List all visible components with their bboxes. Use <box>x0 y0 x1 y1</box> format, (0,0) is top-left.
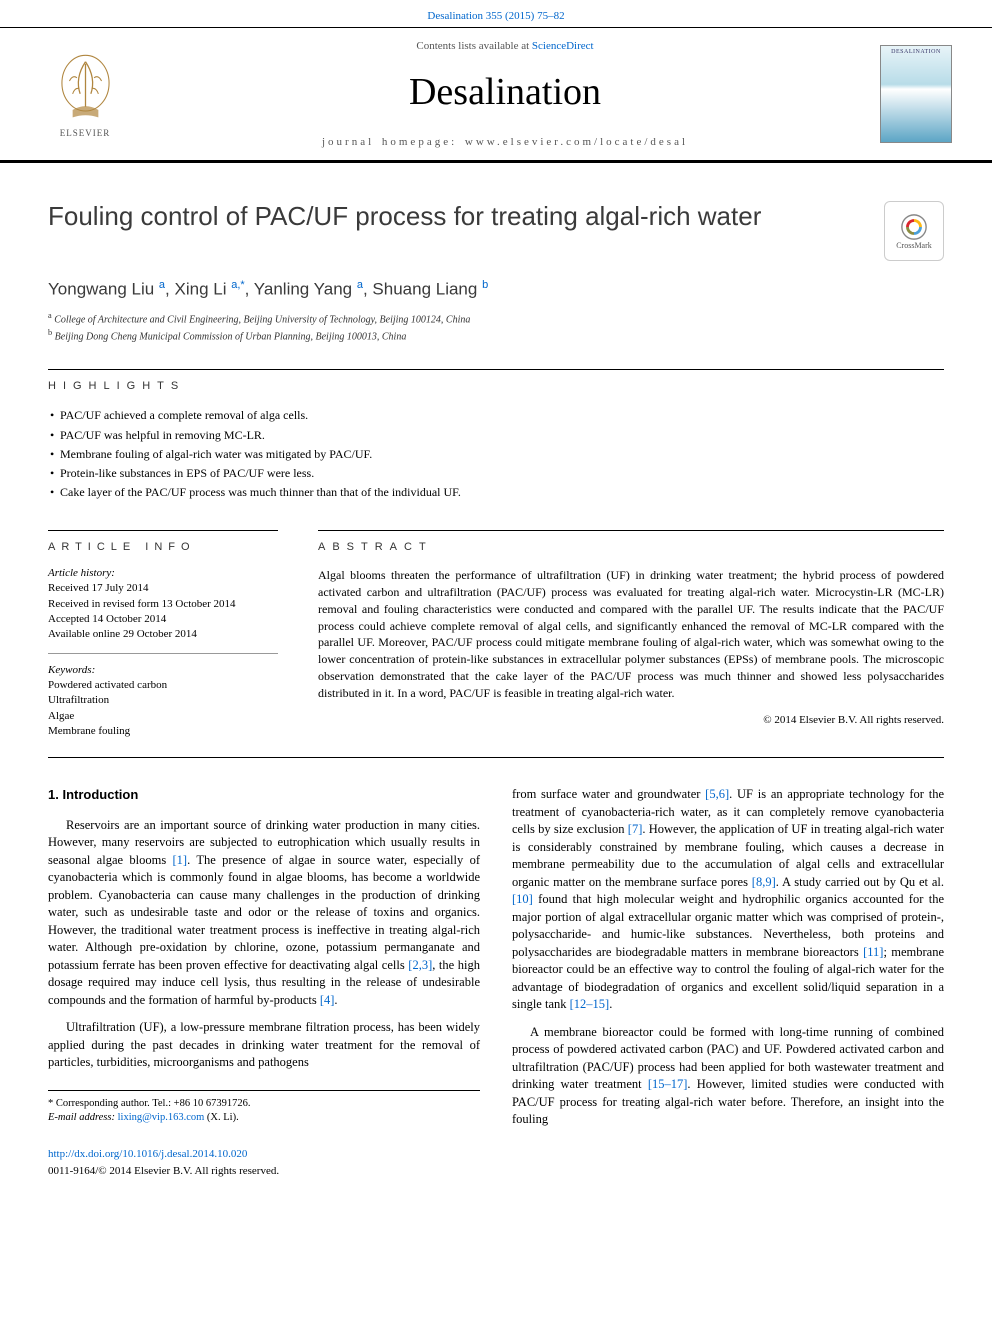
highlight-item: Membrane fouling of algal-rich water was… <box>48 445 944 464</box>
publisher-logo: ELSEVIER <box>40 47 130 142</box>
history-line: Received in revised form 13 October 2014 <box>48 597 278 612</box>
abstract-text: Algal blooms threaten the performance of… <box>318 567 944 701</box>
ref-link[interactable]: [10] <box>512 892 533 906</box>
ref-link[interactable]: [8,9] <box>752 875 776 889</box>
body-paragraph: from surface water and groundwater [5,6]… <box>512 786 944 1014</box>
crossmark-icon <box>900 213 928 241</box>
issn-copyright: 0011-9164/© 2014 Elsevier B.V. All right… <box>48 1165 279 1177</box>
history-line: Available online 29 October 2014 <box>48 627 278 642</box>
highlight-item: PAC/UF was helpful in removing MC-LR. <box>48 426 944 445</box>
highlight-item: Protein-like substances in EPS of PAC/UF… <box>48 464 944 483</box>
keyword: Membrane fouling <box>48 724 278 739</box>
article-body: 1. Introduction Reservoirs are an import… <box>48 786 944 1132</box>
body-text: . A study carried out by Qu et al. <box>776 875 944 889</box>
abstract: abstract Algal blooms threaten the perfo… <box>318 530 944 739</box>
ref-link[interactable]: [11] <box>863 945 883 959</box>
keywords-label: Keywords: <box>48 664 278 676</box>
homepage-url[interactable]: www.elsevier.com/locate/desal <box>465 136 688 148</box>
contents-line: Contents lists available at ScienceDirec… <box>130 40 880 52</box>
keyword: Powdered activated carbon <box>48 678 278 693</box>
affiliation-line: b Beijing Dong Cheng Municipal Commissio… <box>48 327 944 344</box>
header-center: Contents lists available at ScienceDirec… <box>130 40 880 148</box>
body-paragraph: Ultrafiltration (UF), a low-pressure mem… <box>48 1019 480 1072</box>
ref-link[interactable]: [1] <box>173 853 188 867</box>
affiliation-line: a College of Architecture and Civil Engi… <box>48 310 944 327</box>
body-paragraph: Reservoirs are an important source of dr… <box>48 817 480 1010</box>
ref-link[interactable]: [5,6] <box>705 787 729 801</box>
journal-name: Desalination <box>130 70 880 114</box>
doi-link[interactable]: http://dx.doi.org/10.1016/j.desal.2014.1… <box>48 1148 247 1160</box>
journal-citation: Desalination 355 (2015) 75–82 <box>0 0 992 27</box>
journal-citation-link[interactable]: Desalination 355 (2015) 75–82 <box>427 10 564 22</box>
section-heading-introduction: 1. Introduction <box>48 786 480 804</box>
ref-link[interactable]: [7] <box>628 822 643 836</box>
cover-label: DESALINATION <box>891 49 941 55</box>
body-paragraph: A membrane bioreactor could be formed wi… <box>512 1024 944 1129</box>
authors: Yongwang Liu a, Xing Li a,*, Yanling Yan… <box>48 279 944 300</box>
history-label: Article history: <box>48 567 278 579</box>
highlight-item: Cake layer of the PAC/UF process was muc… <box>48 483 944 502</box>
footnote-email-link[interactable]: lixing@vip.163.com <box>118 1112 205 1123</box>
ref-link[interactable]: [15–17] <box>648 1077 688 1091</box>
body-text: Ultrafiltration (UF), a low-pressure mem… <box>48 1020 480 1069</box>
body-text: from surface water and groundwater <box>512 787 705 801</box>
sciencedirect-link[interactable]: ScienceDirect <box>532 40 594 52</box>
history-line: Received 17 July 2014 <box>48 581 278 596</box>
article-title: Fouling control of PAC/UF process for tr… <box>48 201 761 232</box>
body-text: . <box>609 997 612 1011</box>
footnote-corr: * Corresponding author. Tel.: +86 10 673… <box>48 1097 480 1112</box>
keyword: Algae <box>48 709 278 724</box>
article-info: article info Article history: Received 1… <box>48 530 278 739</box>
section-number: 1. <box>48 787 59 802</box>
elsevier-tree-icon <box>53 51 118 126</box>
affiliations: a College of Architecture and Civil Engi… <box>48 310 944 345</box>
journal-cover-thumbnail: DESALINATION <box>880 45 952 143</box>
section-title: Introduction <box>62 787 138 802</box>
article-info-label: article info <box>48 530 278 553</box>
footnote-email-label: E-mail address: <box>48 1112 118 1123</box>
publisher-name: ELSEVIER <box>60 128 111 138</box>
abstract-copyright: © 2014 Elsevier B.V. All rights reserved… <box>318 714 944 726</box>
homepage-line: journal homepage: www.elsevier.com/locat… <box>130 136 880 148</box>
body-text: . The presence of algae in source water,… <box>48 853 480 972</box>
abstract-label: abstract <box>318 530 944 553</box>
homepage-prefix: journal homepage: <box>322 136 465 148</box>
keyword: Ultrafiltration <box>48 693 278 708</box>
highlight-item: PAC/UF achieved a complete removal of al… <box>48 406 944 425</box>
history-line: Accepted 14 October 2014 <box>48 612 278 627</box>
corresponding-author-footnote: * Corresponding author. Tel.: +86 10 673… <box>48 1090 480 1126</box>
journal-header: ELSEVIER Contents lists available at Sci… <box>0 27 992 163</box>
page-footer: http://dx.doi.org/10.1016/j.desal.2014.1… <box>0 1132 992 1199</box>
ref-link[interactable]: [12–15] <box>570 997 610 1011</box>
footnote-email-suffix: (X. Li). <box>204 1112 238 1123</box>
ref-link[interactable]: [4] <box>320 993 335 1007</box>
body-text: . <box>334 993 337 1007</box>
contents-prefix: Contents lists available at <box>416 40 531 52</box>
crossmark-label: CrossMark <box>896 241 932 250</box>
crossmark-badge[interactable]: CrossMark <box>884 201 944 261</box>
ref-link[interactable]: [2,3] <box>408 958 432 972</box>
highlights: PAC/UF achieved a complete removal of al… <box>48 406 944 502</box>
highlights-label: HIGHLIGHTS <box>48 369 944 392</box>
